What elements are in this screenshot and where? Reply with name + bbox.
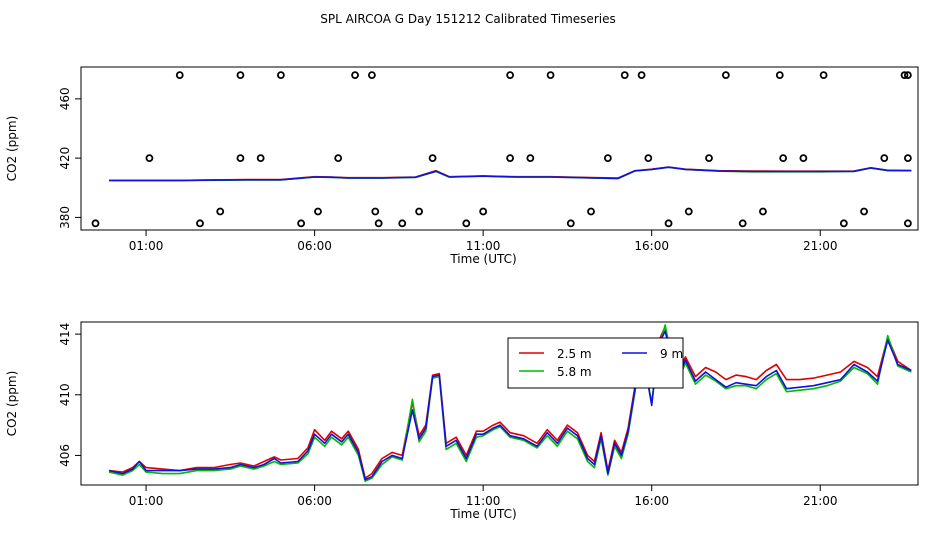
top-panel: 01:00 06:00 11:00 16:00 21:00 380 420 460 Time (… [5, 66, 919, 266]
data-point [637, 71, 646, 80]
data-point [644, 154, 653, 163]
y-tick-label: 410 [58, 383, 72, 406]
data-point [900, 71, 909, 80]
x-tick-label: 16:00 [634, 239, 669, 253]
plot-frame [80, 321, 919, 486]
data-point [799, 154, 808, 163]
x-tick-label: 01:00 [129, 494, 164, 508]
x-tick-label: 11:00 [466, 494, 501, 508]
x-tick-label: 16:00 [634, 494, 669, 508]
data-point [196, 219, 204, 228]
data-point [819, 71, 828, 80]
legend-label: 5.8 m [557, 365, 592, 379]
data-point [276, 71, 285, 80]
data-point [236, 71, 245, 80]
data-point [428, 154, 437, 163]
data-point [368, 71, 376, 80]
data-point [415, 207, 424, 216]
y-tick-label: 420 [58, 147, 72, 170]
chart-title: SPL AIRCOA G Day 151212 Calibrated Times… [320, 12, 615, 26]
data-point [566, 219, 575, 228]
data-point [506, 154, 515, 163]
y-tick-label: 406 [58, 444, 72, 467]
series-line-58m [109, 166, 912, 182]
series-line-25m [108, 325, 912, 480]
data-point [374, 219, 383, 228]
y-axis-label: CO2 (ppm) [5, 371, 19, 437]
y-tick-label: 414 [58, 323, 72, 346]
series-line-58m [108, 324, 912, 483]
data-point [351, 71, 359, 80]
legend-box [507, 337, 684, 389]
data-point [297, 219, 306, 228]
data-point [506, 71, 515, 80]
data-point [705, 154, 713, 163]
data-point [175, 71, 184, 80]
y-axis-label: CO2 (ppm) [5, 116, 19, 182]
data-point [371, 207, 380, 216]
bottom-panel: 01:00 06:00 11:00 16:00 21:00 406 410 414 Time (… [5, 321, 919, 521]
data-point [620, 71, 629, 80]
data-point [462, 219, 471, 228]
data-point [738, 219, 747, 228]
x-axis-label: Time (UTC) [449, 507, 516, 521]
data-point [903, 219, 912, 228]
data-point [216, 207, 225, 216]
plot-frame [80, 66, 919, 231]
x-tick-label: 11:00 [466, 239, 501, 253]
series-line-9m [108, 330, 912, 481]
data-point [334, 154, 343, 163]
x-axis-label: Time (UTC) [449, 252, 516, 266]
y-tick-label: 380 [58, 206, 72, 229]
data-point [664, 219, 673, 228]
data-point [526, 154, 535, 163]
data-point [479, 207, 488, 216]
x-tick-label: 06:00 [297, 239, 332, 253]
x-tick-label: 21:00 [803, 494, 838, 508]
data-point [759, 207, 767, 216]
data-point [775, 71, 784, 80]
data-point [903, 71, 912, 80]
series-line-9m [109, 166, 912, 182]
data-point [839, 219, 848, 228]
x-tick-label: 21:00 [803, 239, 838, 253]
data-point [587, 207, 595, 216]
legend-label: 9 m [660, 347, 683, 361]
data-point [236, 154, 245, 163]
data-point [880, 154, 889, 163]
series-line-25m [109, 166, 912, 182]
legend-label: 2.5 m [557, 347, 592, 361]
x-tick-label: 06:00 [297, 494, 332, 508]
data-point [256, 154, 265, 163]
y-tick-label: 460 [58, 87, 72, 110]
data-point [314, 207, 322, 216]
data-point [721, 71, 730, 80]
data-point [546, 71, 555, 80]
data-point [91, 219, 100, 228]
data-point [145, 154, 154, 163]
data-point [903, 154, 912, 163]
x-tick-label: 01:00 [129, 239, 164, 253]
data-point [860, 207, 868, 216]
data-point [684, 207, 693, 216]
data-point [603, 154, 612, 163]
data-point [398, 219, 407, 228]
data-point [779, 154, 788, 163]
